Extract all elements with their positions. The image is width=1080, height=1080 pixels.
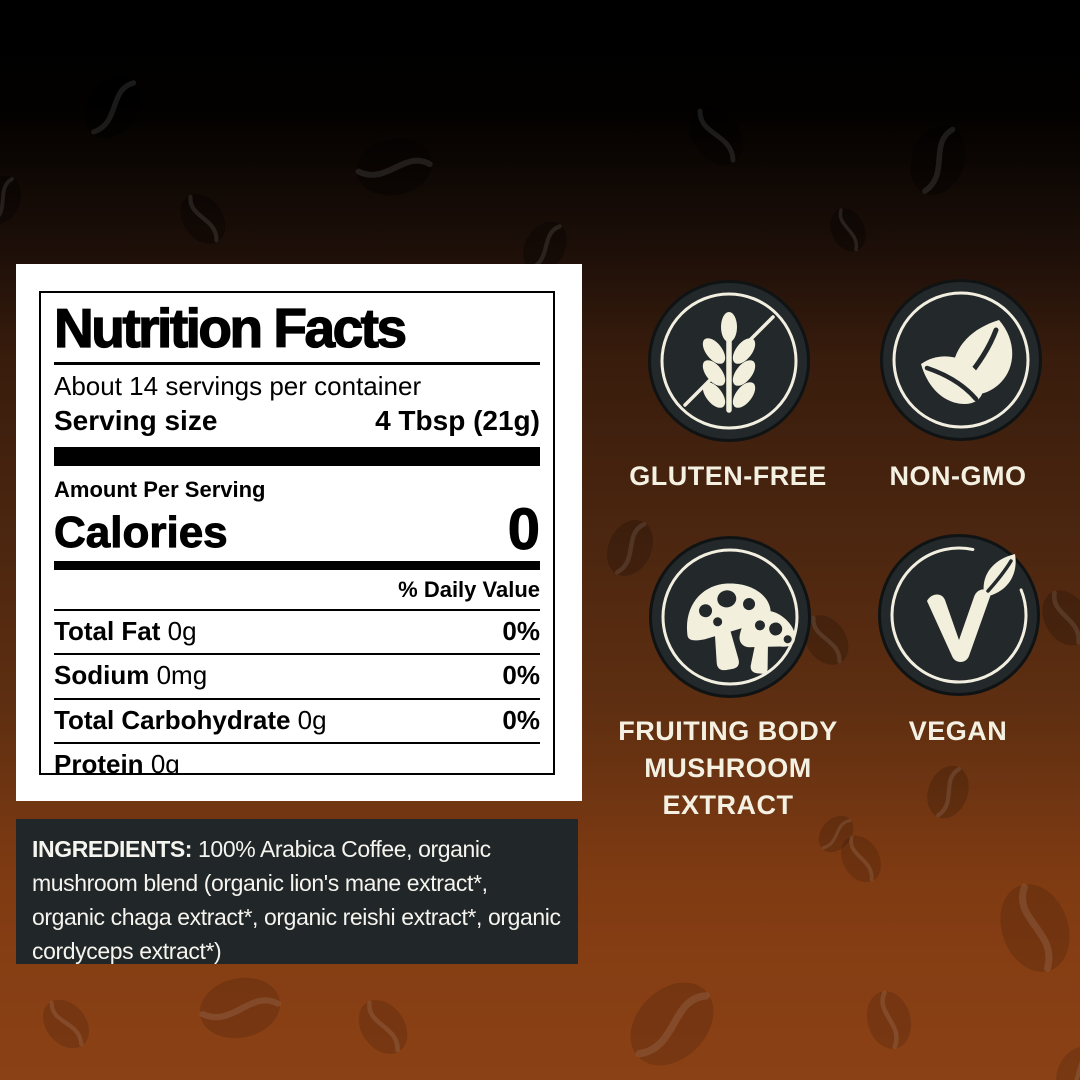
vegan-v-leaf-icon — [890, 546, 1028, 684]
badge-non-gmo — [880, 279, 1042, 441]
nutrient-name: Total Carbohydrate — [54, 704, 291, 735]
nutrient-amount: 0mg — [156, 660, 208, 691]
calories-value: 0 — [507, 496, 540, 562]
nutrient-row-protein: Protein 0g — [54, 744, 540, 775]
badge-vegan — [878, 534, 1040, 696]
nutrient-name: Sodium — [54, 660, 150, 691]
badge-mushroom-extract — [649, 536, 811, 698]
nutrient-amount: 0g — [297, 704, 327, 735]
daily-value-header: % Daily Value — [54, 570, 540, 612]
nutrient-amount: 0g — [150, 748, 180, 775]
serving-size-value: 4 Tbsp (21g) — [375, 404, 540, 436]
badge-label-gluten-free: GLUTEN-FREE — [629, 461, 827, 491]
servings-per-container: About 14 servings per container — [54, 371, 422, 401]
divider-medium — [54, 561, 540, 571]
nutrient-row-total-fat: Total Fat 0g 0% — [54, 611, 540, 656]
ingredients-list: 100% Arabica Coffee, organic mushroom bl… — [32, 836, 561, 964]
badge-label-vegan: VEGAN — [908, 716, 1008, 746]
nutrient-name: Total Fat — [54, 616, 161, 647]
divider-thick — [54, 446, 540, 466]
ingredients-label: INGREDIENTS: — [32, 836, 193, 862]
badge-label-mushroom-extract: FRUITING BODY MUSHROOM EXTRACT — [618, 716, 838, 820]
serving-size-row: Serving size 4 Tbsp (21g) — [54, 402, 540, 447]
leaves-icon — [892, 291, 1030, 429]
nutrient-row-total-carbohydrate: Total Carbohydrate 0g 0% — [54, 700, 540, 744]
nutrition-facts-label: Nutrition Facts About 14 servings per co… — [16, 264, 582, 801]
badge-label-non-gmo: NON-GMO — [889, 461, 1027, 491]
nutrient-row-sodium: Sodium 0mg 0% — [54, 655, 540, 700]
calories-row: Calories 0 — [54, 496, 541, 562]
nutrient-dv: 0% — [502, 660, 540, 691]
ingredients-text: INGREDIENTS: 100% Arabica Coffee, organi… — [32, 832, 562, 968]
nutrient-dv: 0% — [502, 616, 540, 647]
nutrition-facts-title: Nutrition Facts — [53, 293, 540, 365]
nutrition-facts-box: Nutrition Facts About 14 servings per co… — [39, 291, 555, 775]
serving-size-label: Serving size — [54, 404, 218, 436]
amount-per-serving: Amount Per Serving — [54, 476, 266, 502]
wheat-crossed-icon — [660, 292, 798, 430]
calories-label: Calories — [54, 508, 229, 558]
mushrooms-icon — [661, 548, 799, 686]
nutrient-name: Protein — [54, 748, 144, 775]
nutrient-dv: 0% — [502, 704, 540, 735]
ingredients-panel: INGREDIENTS: 100% Arabica Coffee, organi… — [16, 819, 578, 964]
nutrient-amount: 0g — [167, 616, 197, 647]
badge-gluten-free — [648, 280, 810, 442]
